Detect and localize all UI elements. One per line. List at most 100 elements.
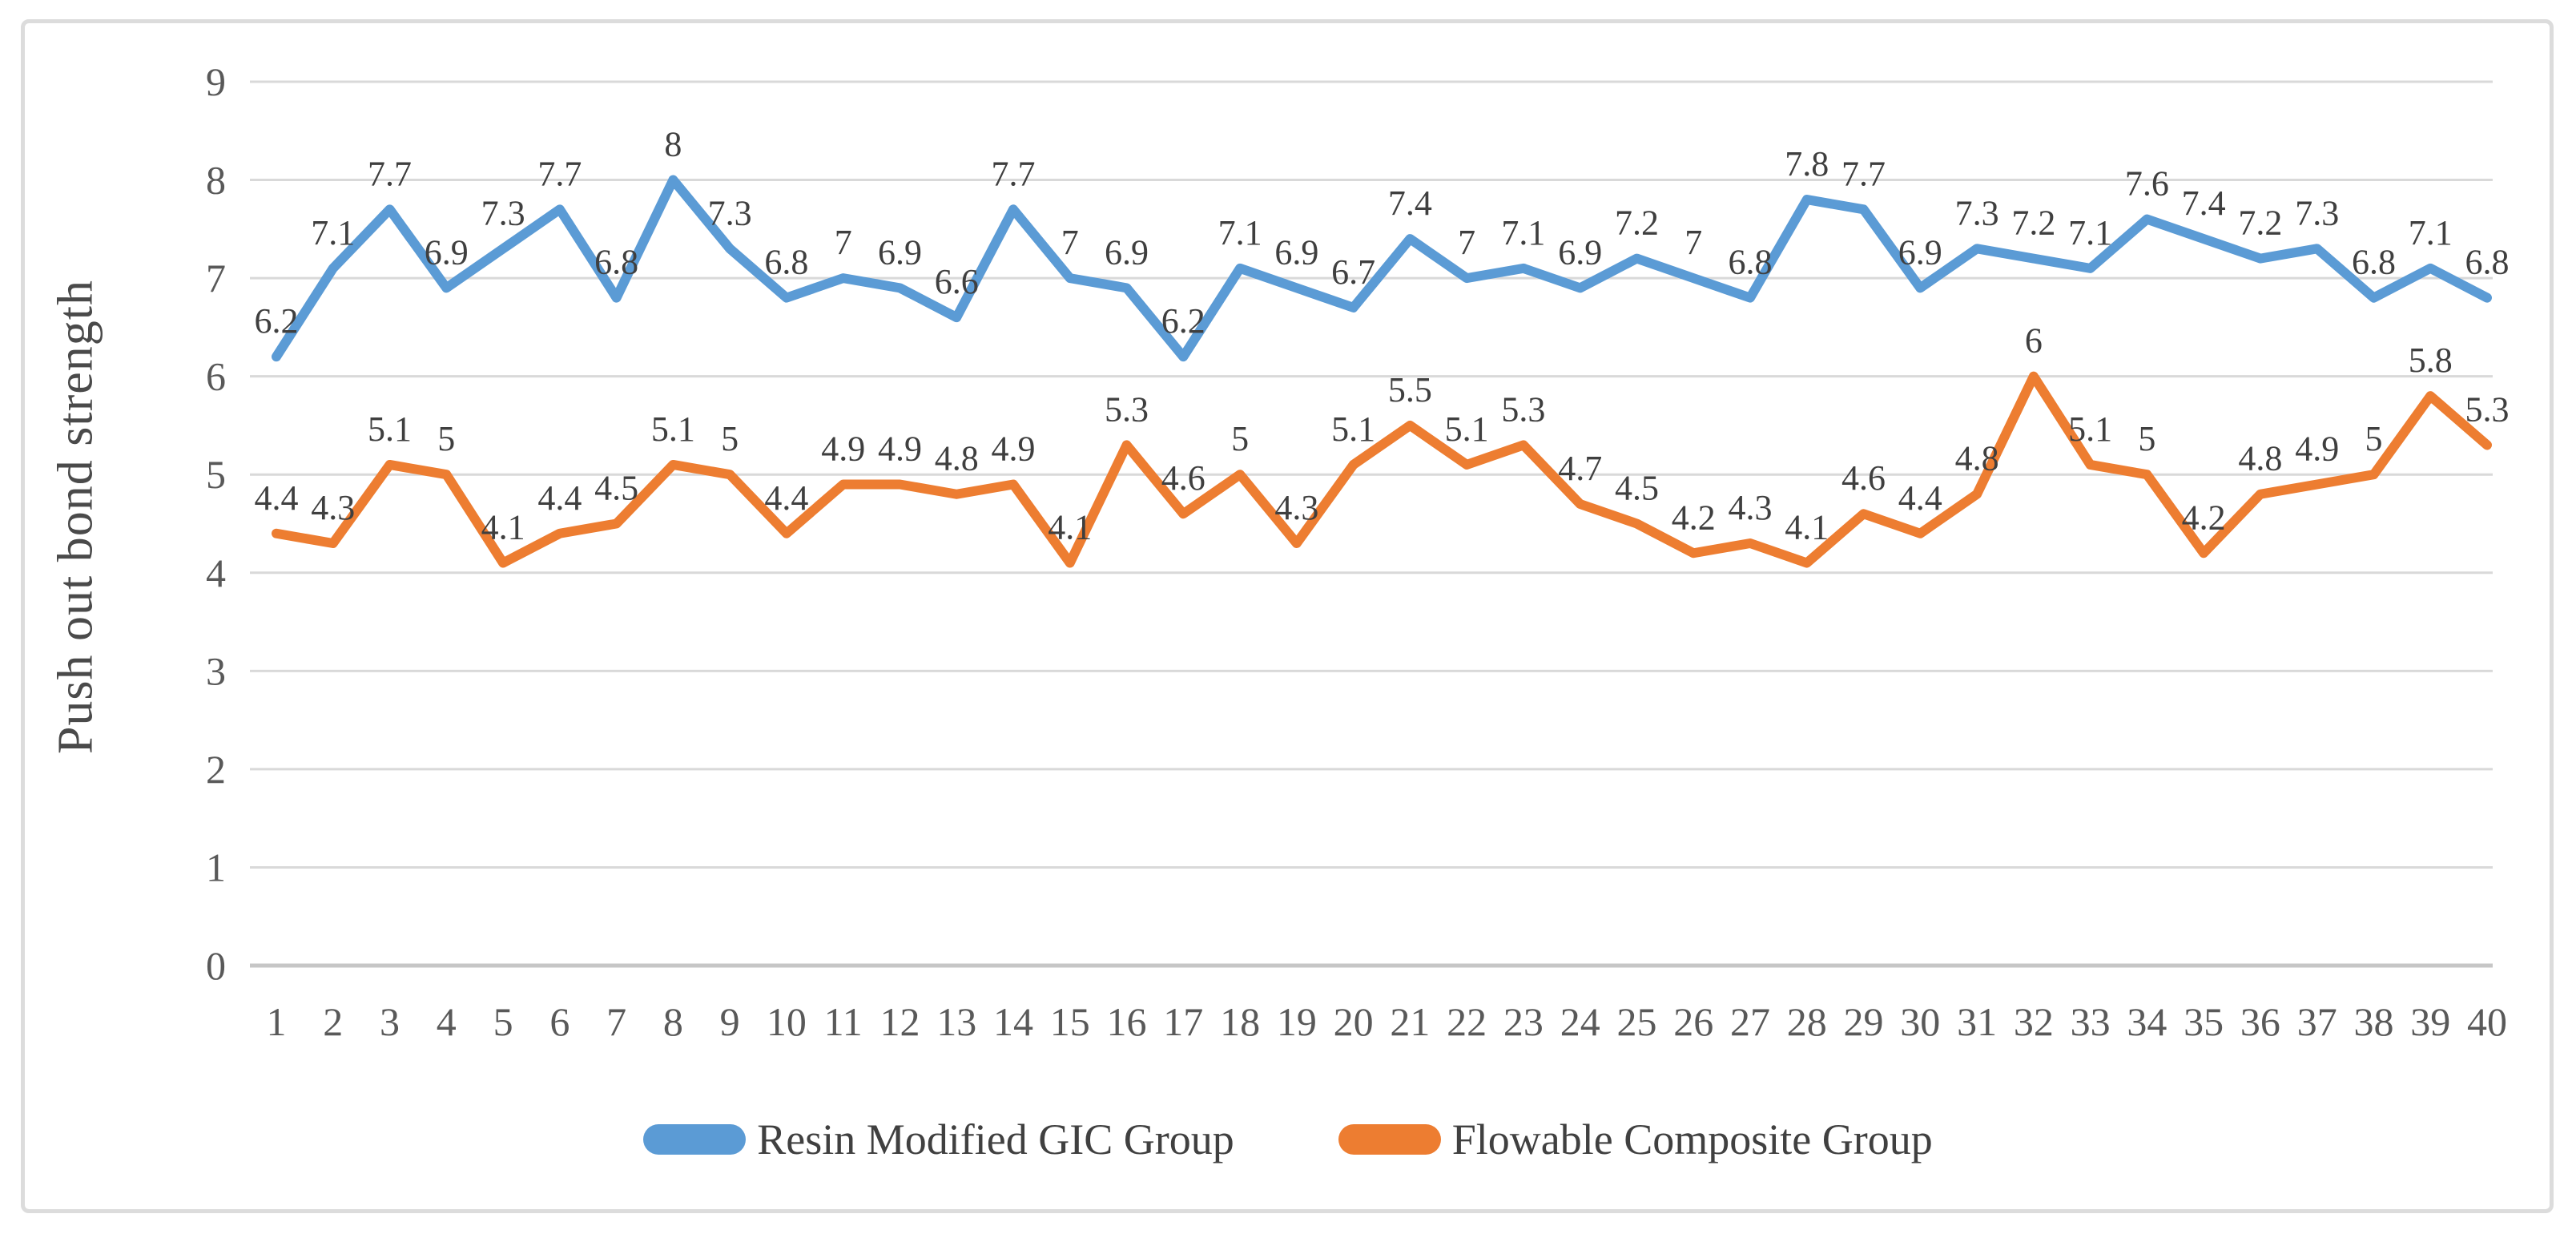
- data-label: 4.1: [1048, 508, 1092, 547]
- data-label: 4.8: [2238, 439, 2282, 478]
- data-label: 6.8: [2465, 243, 2510, 282]
- data-label: 5: [2365, 419, 2382, 458]
- data-label: 4.7: [1558, 449, 1602, 488]
- y-tick-label: 8: [206, 158, 226, 203]
- data-label: 7: [1684, 223, 1702, 262]
- x-tick-label: 28: [1787, 999, 1827, 1044]
- data-label: 6: [2025, 321, 2043, 361]
- data-label: 4.6: [1841, 458, 1886, 498]
- x-tick-label: 17: [1163, 999, 1203, 1044]
- x-tick-label: 19: [1277, 999, 1317, 1044]
- x-tick-label: 30: [1900, 999, 1940, 1044]
- y-tick-label: 5: [206, 452, 226, 497]
- x-tick-label: 32: [2014, 999, 2054, 1044]
- data-label: 7.8: [1785, 144, 1829, 183]
- data-label: 5.5: [1388, 370, 1432, 409]
- data-label: 4.1: [1785, 508, 1829, 547]
- chart-legend: Resin Modified GIC Group Flowable Compos…: [0, 1107, 2576, 1171]
- x-tick-label: 15: [1050, 999, 1090, 1044]
- data-label: 5: [1231, 419, 1249, 458]
- data-label: 6.8: [594, 243, 638, 282]
- x-tick-label: 24: [1560, 999, 1600, 1044]
- x-tick-label: 6: [549, 999, 570, 1044]
- data-label: 7: [1061, 223, 1079, 262]
- data-label: 7.3: [481, 193, 525, 232]
- data-label: 7.2: [2238, 204, 2282, 243]
- data-label: 7.3: [2295, 193, 2339, 232]
- y-tick-label: 9: [206, 59, 226, 104]
- data-label: 7.1: [2068, 213, 2112, 252]
- data-label: 7.7: [1841, 154, 1886, 193]
- data-label: 6.9: [1274, 232, 1318, 272]
- x-tick-label: 27: [1730, 999, 1770, 1044]
- x-tick-label: 20: [1334, 999, 1374, 1044]
- x-tick-label: 21: [1390, 999, 1430, 1044]
- x-tick-label: 14: [993, 999, 1033, 1044]
- data-label: 7.4: [2182, 183, 2226, 223]
- y-tick-label: 6: [206, 354, 226, 399]
- x-tick-label: 33: [2071, 999, 2111, 1044]
- data-label: 7.1: [2409, 213, 2453, 252]
- data-label: 4.3: [311, 488, 355, 527]
- y-tick-label: 1: [206, 845, 226, 889]
- data-label: 5: [721, 419, 739, 458]
- x-tick-label: 7: [606, 999, 626, 1044]
- data-label: 6.8: [2352, 243, 2396, 282]
- x-tick-label: 39: [2410, 999, 2450, 1044]
- x-tick-label: 37: [2297, 999, 2337, 1044]
- x-tick-label: 25: [1616, 999, 1656, 1044]
- data-label: 7.3: [708, 193, 752, 232]
- data-label: 4.2: [1672, 498, 1716, 537]
- data-label: 5.3: [1501, 389, 1545, 429]
- data-label: 6.2: [255, 301, 299, 341]
- data-label: 4.9: [2295, 429, 2339, 468]
- data-label: 5.1: [368, 409, 412, 449]
- x-tick-label: 3: [380, 999, 400, 1044]
- data-label: 4.1: [481, 508, 525, 547]
- x-tick-label: 34: [2127, 999, 2167, 1044]
- legend-item-resin-modified-gic-group: Resin Modified GIC Group: [643, 1115, 1234, 1164]
- legend-label: Flowable Composite Group: [1451, 1115, 1933, 1163]
- data-label: 7.7: [992, 154, 1036, 193]
- x-tick-label: 1: [267, 999, 287, 1044]
- y-axis-title: Push out bond strength: [48, 279, 103, 755]
- x-tick-label: 10: [767, 999, 807, 1044]
- x-tick-label: 5: [493, 999, 513, 1044]
- data-label: 7.7: [537, 154, 582, 193]
- data-label: 4.5: [594, 469, 638, 508]
- data-label: 4.4: [764, 478, 808, 518]
- data-label: 4.8: [1955, 439, 1999, 478]
- series-line: [272, 371, 2492, 568]
- data-label: 7.6: [2125, 164, 2169, 204]
- data-label: 7: [835, 223, 852, 262]
- chart-outer-border: [21, 19, 2554, 1213]
- data-label: 4.3: [1729, 488, 1773, 527]
- data-label: 5.1: [1331, 409, 1375, 449]
- x-tick-label: 2: [323, 999, 343, 1044]
- x-tick-label: 4: [437, 999, 457, 1044]
- data-label: 7.7: [368, 154, 412, 193]
- x-tick-label: 35: [2184, 999, 2224, 1044]
- series-line: [272, 175, 2492, 362]
- data-label: 7.2: [2011, 204, 2055, 243]
- data-label: 4.4: [255, 478, 299, 518]
- data-label: 6.7: [1331, 252, 1375, 292]
- x-tick-label: 13: [936, 999, 976, 1044]
- data-label: 6.6: [935, 262, 979, 301]
- y-tick-label: 7: [206, 256, 226, 300]
- y-tick-label: 2: [206, 747, 226, 792]
- data-label: 6.9: [1105, 232, 1149, 272]
- legend-item-flowable-composite-group: Flowable Composite Group: [1338, 1115, 1933, 1164]
- data-label: 4.3: [1274, 488, 1318, 527]
- data-label: 4.6: [1161, 458, 1205, 498]
- data-label: 6.8: [764, 243, 808, 282]
- data-label: 6.9: [1898, 232, 1942, 272]
- data-label: 4.9: [992, 429, 1036, 468]
- x-tick-label: 23: [1503, 999, 1544, 1044]
- data-label: 5.1: [1445, 409, 1489, 449]
- data-label: 4.5: [1615, 469, 1659, 508]
- data-label: 6.8: [1729, 243, 1773, 282]
- data-label: 7.3: [1955, 193, 1999, 232]
- data-label: 4.4: [1898, 478, 1942, 518]
